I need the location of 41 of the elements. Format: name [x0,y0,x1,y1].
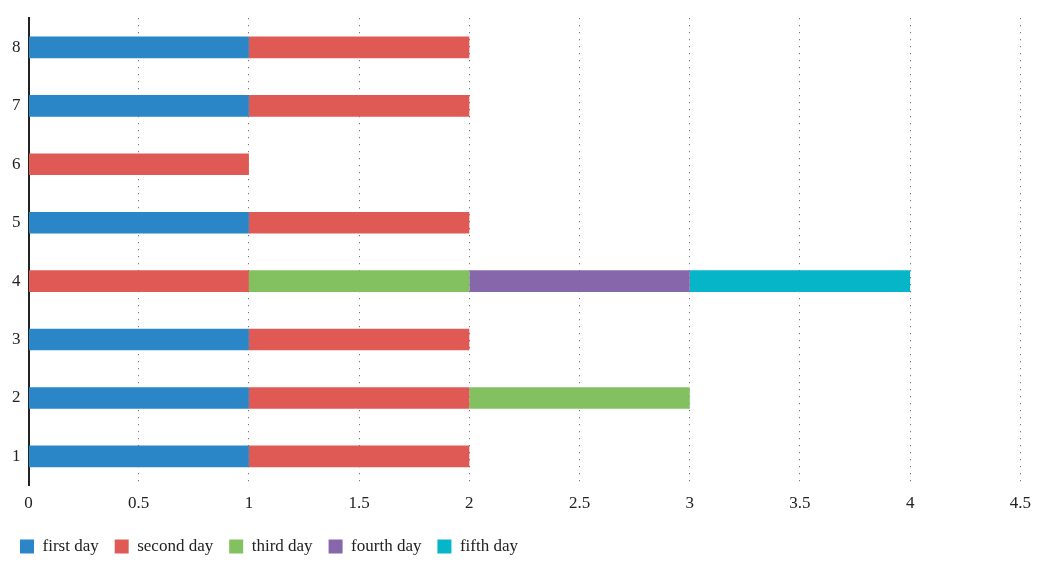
y-tick-label: 2 [12,387,21,407]
bar [689,270,911,292]
bar [29,270,249,292]
bar [29,445,249,468]
legend-label: fourth day [351,535,422,555]
x-tick-label: 2.5 [568,493,591,513]
bar [29,95,249,117]
y-tick-label: 8 [12,36,21,56]
legend-label: second day [137,535,214,555]
bar [248,270,470,292]
x-tick-label: 0.5 [128,493,150,513]
bar [248,445,470,468]
legend-label: third day [251,535,314,555]
legend-label: first day [42,535,100,555]
bar [248,387,470,409]
bar [469,270,690,292]
bar [29,211,249,234]
x-tick-label: 1 [244,493,254,513]
bar [248,36,470,59]
bar [29,153,249,176]
y-tick-label: 1 [12,445,21,465]
x-tick-label: 4 [905,493,915,513]
y-tick-label: 5 [12,212,21,232]
x-tick-label: 4.5 [1009,493,1031,513]
y-tick-label: 6 [12,153,21,173]
y-tick-label: 3 [12,329,21,349]
bar [29,328,249,351]
x-tick-label: 1.5 [348,493,370,513]
x-tick-label: 0 [24,493,33,513]
y-tick-label: 4 [12,270,21,290]
bar [248,211,470,234]
x-tick-label: 3 [685,493,694,513]
bar [469,387,690,409]
bar [248,328,470,351]
x-tick-label: 2 [465,493,474,513]
x-tick-label: 3.5 [789,493,811,513]
bar [248,95,470,117]
legend-label: fifth day [459,535,519,555]
bar [29,387,249,409]
y-tick-label: 7 [12,95,21,115]
bar [29,36,249,59]
